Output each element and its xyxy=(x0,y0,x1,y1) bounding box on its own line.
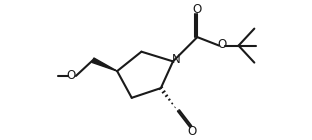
Text: O: O xyxy=(193,3,202,16)
Text: O: O xyxy=(187,125,197,138)
Text: O: O xyxy=(218,38,227,51)
Text: O: O xyxy=(66,69,76,82)
Polygon shape xyxy=(92,58,117,71)
Text: N: N xyxy=(172,53,181,66)
